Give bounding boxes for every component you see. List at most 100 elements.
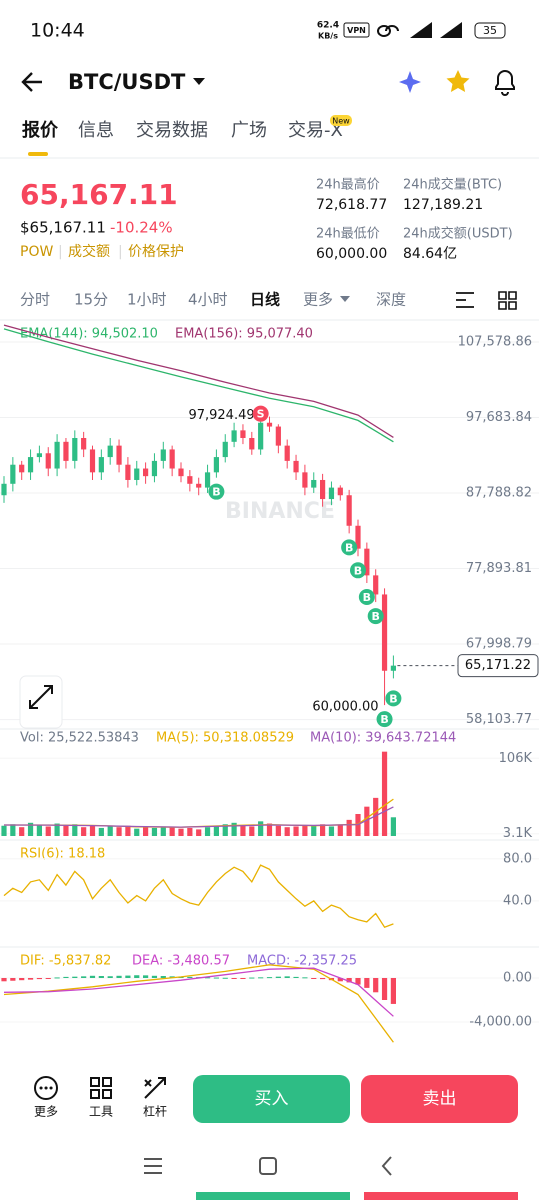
nav-home[interactable] — [259, 1157, 277, 1175]
macd-bar — [275, 976, 281, 978]
macd-line — [3, 964, 394, 1043]
y-tick-label: 58,103.77 — [466, 712, 532, 727]
fullscreen-button[interactable] — [19, 675, 63, 729]
volume-bar — [98, 827, 104, 836]
tab[interactable]: 交易数据 — [136, 120, 208, 141]
volume-bar — [89, 825, 96, 836]
leverage-icon[interactable] — [144, 1077, 166, 1099]
candle-body — [107, 445, 113, 458]
macd-bar — [19, 977, 25, 981]
candle-body — [302, 472, 308, 488]
macd-bar — [54, 977, 60, 979]
volume-bar — [275, 825, 281, 836]
volume-bar — [196, 829, 202, 836]
ema-legend: EMA(156): 95,077.40 — [175, 327, 313, 342]
y-tick-label: 87,788.82 — [466, 486, 532, 501]
volume-bar — [169, 827, 175, 836]
interval[interactable]: 更多 — [303, 291, 333, 309]
macd-bar — [63, 976, 69, 978]
tab[interactable]: 广场 — [231, 120, 267, 141]
y-tick-label: -4,000.00 — [469, 1015, 532, 1030]
nav-menu[interactable] — [144, 1158, 162, 1174]
favorite-star[interactable] — [446, 70, 470, 92]
layout-icon[interactable] — [498, 291, 517, 310]
pair-title[interactable]: BTC/USDT — [68, 70, 186, 94]
stat-label: 24h成交额(USDT) — [403, 226, 513, 242]
macd-bar — [72, 976, 78, 978]
candle-body — [143, 468, 149, 477]
trade-marker — [358, 589, 375, 605]
volume-bar — [125, 825, 131, 836]
macd-bar — [355, 977, 361, 985]
price-change: -10.24% — [110, 219, 173, 237]
candle-body — [275, 426, 281, 446]
tool-label[interactable]: 工具 — [89, 1105, 113, 1119]
y-tick-label: 67,998.79 — [466, 637, 532, 652]
volume-bar — [178, 828, 184, 836]
volume-bar — [293, 826, 299, 836]
candle-body — [328, 487, 335, 500]
ai-icon[interactable] — [399, 71, 421, 93]
macd-bar — [266, 977, 273, 979]
macd-legend: MACD: -2,357.25 — [247, 954, 357, 969]
indicator-icon[interactable] — [456, 292, 474, 308]
candle-body — [364, 548, 370, 576]
new-badge — [330, 115, 352, 126]
tag-separator: | — [118, 244, 123, 260]
candle-body — [258, 422, 264, 450]
tab[interactable]: 信息 — [78, 120, 114, 141]
more-icon[interactable] — [34, 1076, 58, 1100]
tools-icon[interactable] — [90, 1077, 112, 1099]
macd-bar — [160, 976, 166, 978]
interval[interactable]: 1小时 — [127, 291, 167, 309]
bell-icon[interactable] — [495, 70, 515, 96]
back-button[interactable] — [21, 72, 42, 92]
nav-back[interactable] — [381, 1156, 392, 1176]
candle-body — [10, 464, 16, 484]
macd-bar — [302, 977, 308, 979]
stat-value: 84.64亿 — [403, 246, 457, 262]
volume-legend: Vol: 25,522.53843 — [20, 731, 139, 746]
interval-active[interactable]: 日线 — [250, 291, 280, 309]
tag[interactable]: 成交额 — [68, 243, 110, 260]
more-dropdown[interactable] — [340, 296, 350, 302]
macd-bar — [10, 977, 16, 981]
y-tick-label: 97,683.84 — [466, 410, 532, 425]
trade-marker-label: B — [389, 692, 397, 705]
macd-bar — [143, 975, 149, 978]
tag[interactable]: 价格保护 — [128, 244, 184, 260]
volume-bar — [381, 751, 388, 836]
tab[interactable]: 报价 — [22, 119, 59, 141]
sell-button[interactable] — [361, 1075, 518, 1123]
volume-bar — [143, 827, 149, 836]
pair-dropdown[interactable] — [193, 78, 205, 85]
trade-marker — [350, 562, 366, 579]
volume-bar — [45, 826, 51, 836]
macd-bar — [311, 977, 317, 979]
tag[interactable]: POW — [20, 244, 53, 260]
tool-label[interactable]: 更多 — [34, 1105, 58, 1119]
tag-separator: | — [58, 244, 63, 260]
macd-bar — [364, 977, 370, 988]
trade-marker-label: B — [372, 610, 380, 623]
ema-legend: EMA(144): 94,502.10 — [20, 327, 158, 342]
stat-value: 72,618.77 — [316, 197, 387, 213]
ema-line — [3, 328, 394, 443]
interval[interactable]: 深度 — [376, 291, 406, 309]
interval[interactable]: 15分 — [74, 291, 108, 309]
ma-line — [4, 798, 394, 828]
volume-bar — [160, 826, 166, 836]
interval[interactable]: 4小时 — [188, 291, 228, 309]
macd-bar — [125, 975, 131, 978]
volume-bar — [204, 827, 211, 836]
candle-body — [355, 525, 361, 549]
trade-marker — [367, 608, 384, 625]
tool-label[interactable]: 杠杆 — [143, 1104, 167, 1119]
buy-button[interactable] — [193, 1075, 350, 1123]
candle-body — [381, 594, 388, 671]
signal-icons — [410, 22, 462, 38]
buy-label: 买入 — [255, 1089, 289, 1109]
candle-body — [72, 438, 78, 461]
tab[interactable]: 交易-X — [288, 120, 343, 141]
interval[interactable]: 分时 — [20, 291, 50, 309]
